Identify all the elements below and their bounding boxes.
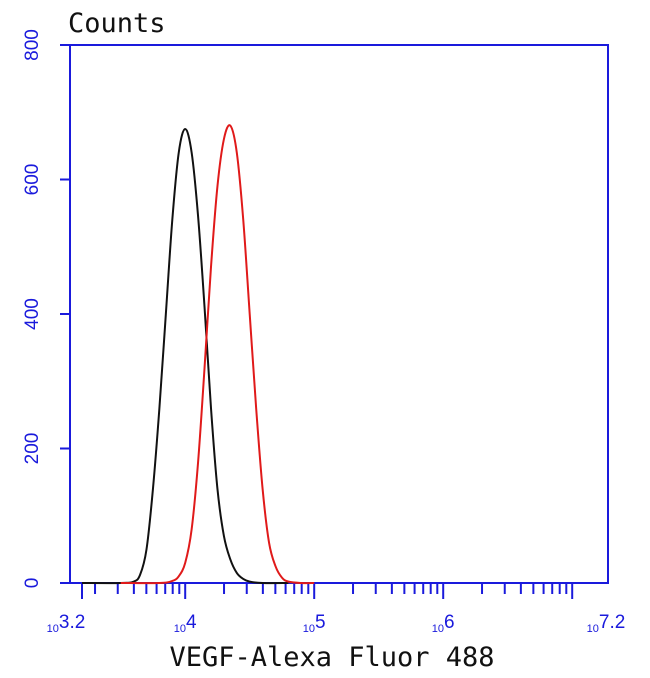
- x-tick-label: 107.2: [587, 612, 626, 635]
- y-tick-label: 0: [22, 578, 43, 589]
- x-tick-label: 103.2: [47, 612, 86, 635]
- series-layer: [81, 124, 315, 585]
- y-axis-title: Counts: [68, 8, 166, 39]
- series-line-black: [81, 128, 289, 585]
- y-tick-label: 800: [22, 29, 43, 61]
- x-tick-label: 105: [303, 612, 326, 635]
- x-tick-label: 106: [432, 612, 455, 635]
- x-axis-ticks: [81, 583, 574, 599]
- y-tick-label: 200: [22, 433, 43, 465]
- y-tick-label: 400: [22, 298, 43, 330]
- y-tick-label: 600: [22, 164, 43, 196]
- y-axis-ticks: 0 200 400 600 800: [22, 29, 70, 588]
- x-axis-title: VEGF-Alexa Fluor 488: [169, 642, 494, 673]
- x-tick-label: 104: [174, 612, 197, 635]
- x-axis-tick-labels: 103.2 104 105 106 107.2: [47, 612, 626, 635]
- series-line-red: [120, 124, 315, 585]
